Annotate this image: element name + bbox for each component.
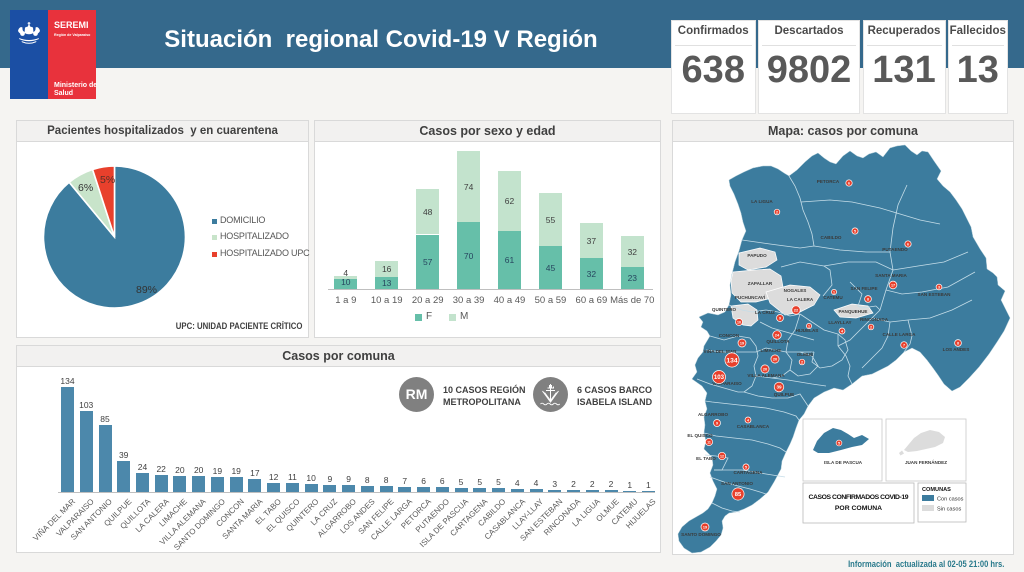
svg-text:5%: 5% xyxy=(100,174,115,186)
svg-text:11: 11 xyxy=(707,440,711,444)
svg-text:ALGARROBO: ALGARROBO xyxy=(698,412,729,417)
svg-text:QUINTERO: QUINTERO xyxy=(712,307,737,312)
svg-text:PAPUDO: PAPUDO xyxy=(747,253,767,258)
svg-text:10: 10 xyxy=(737,320,741,324)
svg-text:LIMACHE: LIMACHE xyxy=(761,348,782,353)
svg-text:20: 20 xyxy=(763,366,767,371)
svg-text:CASOS CONFIRMADOS COVID-19: CASOS CONFIRMADOS COVID-19 xyxy=(809,494,909,501)
svg-text:QUILLOTA: QUILLOTA xyxy=(766,339,790,344)
svg-text:134: 134 xyxy=(726,357,737,364)
svg-text:4: 4 xyxy=(841,329,843,333)
svg-text:COMUNAS: COMUNAS xyxy=(922,487,951,493)
svg-text:8: 8 xyxy=(957,341,959,345)
svg-text:3: 3 xyxy=(938,285,940,289)
svg-text:CALLE LARGA: CALLE LARGA xyxy=(883,332,917,337)
svg-text:4: 4 xyxy=(747,418,749,422)
svg-text:Sin casos: Sin casos xyxy=(937,507,961,513)
svg-text:1: 1 xyxy=(833,290,835,294)
svg-text:19: 19 xyxy=(740,341,744,345)
svg-text:20: 20 xyxy=(773,356,777,361)
svg-text:JUAN FERNÁNDEZ: JUAN FERNÁNDEZ xyxy=(905,459,947,465)
svg-text:QUILPUE: QUILPUE xyxy=(774,392,794,397)
svg-text:Con casos: Con casos xyxy=(937,497,964,503)
svg-text:22: 22 xyxy=(794,307,799,312)
svg-text:SAN FELIPE: SAN FELIPE xyxy=(850,286,877,291)
svg-text:1: 1 xyxy=(808,324,810,328)
svg-text:SAN ANTONIO: SAN ANTONIO xyxy=(721,481,753,486)
svg-text:2: 2 xyxy=(801,360,803,364)
svg-text:5: 5 xyxy=(838,442,840,446)
svg-text:LOS ANDES: LOS ANDES xyxy=(943,347,970,352)
svg-text:PETORCA: PETORCA xyxy=(817,179,840,184)
svg-text:17: 17 xyxy=(891,283,895,287)
svg-text:9: 9 xyxy=(779,316,781,320)
svg-text:SANTO DOMINGO: SANTO DOMINGO xyxy=(681,532,721,537)
svg-text:VILLA ALEMANA: VILLA ALEMANA xyxy=(747,373,785,378)
svg-text:6%: 6% xyxy=(78,182,93,194)
svg-text:7: 7 xyxy=(903,343,905,347)
svg-text:85: 85 xyxy=(735,492,742,498)
svg-text:CARTAGENA: CARTAGENA xyxy=(733,470,763,475)
svg-text:2: 2 xyxy=(776,210,778,214)
svg-text:NOGALES: NOGALES xyxy=(784,288,807,293)
svg-text:6: 6 xyxy=(907,242,909,246)
svg-text:ISLA DE PASCUA: ISLA DE PASCUA xyxy=(824,460,863,465)
svg-text:103: 103 xyxy=(714,374,725,381)
svg-text:5: 5 xyxy=(745,465,747,469)
svg-text:CATEMU: CATEMU xyxy=(823,295,843,300)
svg-text:EL QUISCO: EL QUISCO xyxy=(687,433,713,438)
svg-text:CONCON: CONCON xyxy=(719,333,740,338)
svg-text:POR COMUNA: POR COMUNA xyxy=(835,505,882,512)
svg-text:19: 19 xyxy=(703,525,707,529)
svg-text:LA CRUZ: LA CRUZ xyxy=(755,310,775,315)
svg-text:8: 8 xyxy=(867,297,869,301)
svg-text:SANTA MARIA: SANTA MARIA xyxy=(875,273,907,278)
svg-text:SAN ESTEBAN: SAN ESTEBAN xyxy=(918,292,952,297)
svg-text:LA CALERA: LA CALERA xyxy=(787,297,814,302)
svg-text:5: 5 xyxy=(854,229,856,233)
svg-text:LLAYLLAY: LLAYLLAY xyxy=(828,320,851,325)
svg-text:6: 6 xyxy=(848,181,850,185)
svg-text:RINCONADA: RINCONADA xyxy=(860,317,889,322)
svg-text:PUTAENDO: PUTAENDO xyxy=(882,247,908,252)
svg-text:89%: 89% xyxy=(136,284,157,296)
svg-text:PANQUEHUE: PANQUEHUE xyxy=(838,309,867,314)
svg-text:ZAPALLAR: ZAPALLAR xyxy=(748,281,773,286)
svg-text:HIJUELAS: HIJUELAS xyxy=(796,328,819,333)
svg-text:12: 12 xyxy=(720,454,724,458)
svg-text:PUCHUNCAVÍ: PUCHUNCAVÍ xyxy=(735,293,766,300)
svg-text:OLMUÉ: OLMUÉ xyxy=(797,350,814,357)
svg-text:CASABLANCA: CASABLANCA xyxy=(737,424,770,429)
svg-text:9: 9 xyxy=(716,421,718,425)
svg-text:VIÑA DEL MAR: VIÑA DEL MAR xyxy=(704,348,738,354)
svg-text:2: 2 xyxy=(870,325,872,329)
svg-text:LA LIGUA: LA LIGUA xyxy=(751,199,773,204)
svg-text:CABILDO: CABILDO xyxy=(821,235,842,240)
svg-text:VALPARAISO: VALPARAISO xyxy=(712,381,742,386)
svg-text:39: 39 xyxy=(776,385,782,390)
svg-text:EL TABO: EL TABO xyxy=(696,456,716,461)
svg-text:24: 24 xyxy=(775,332,780,337)
